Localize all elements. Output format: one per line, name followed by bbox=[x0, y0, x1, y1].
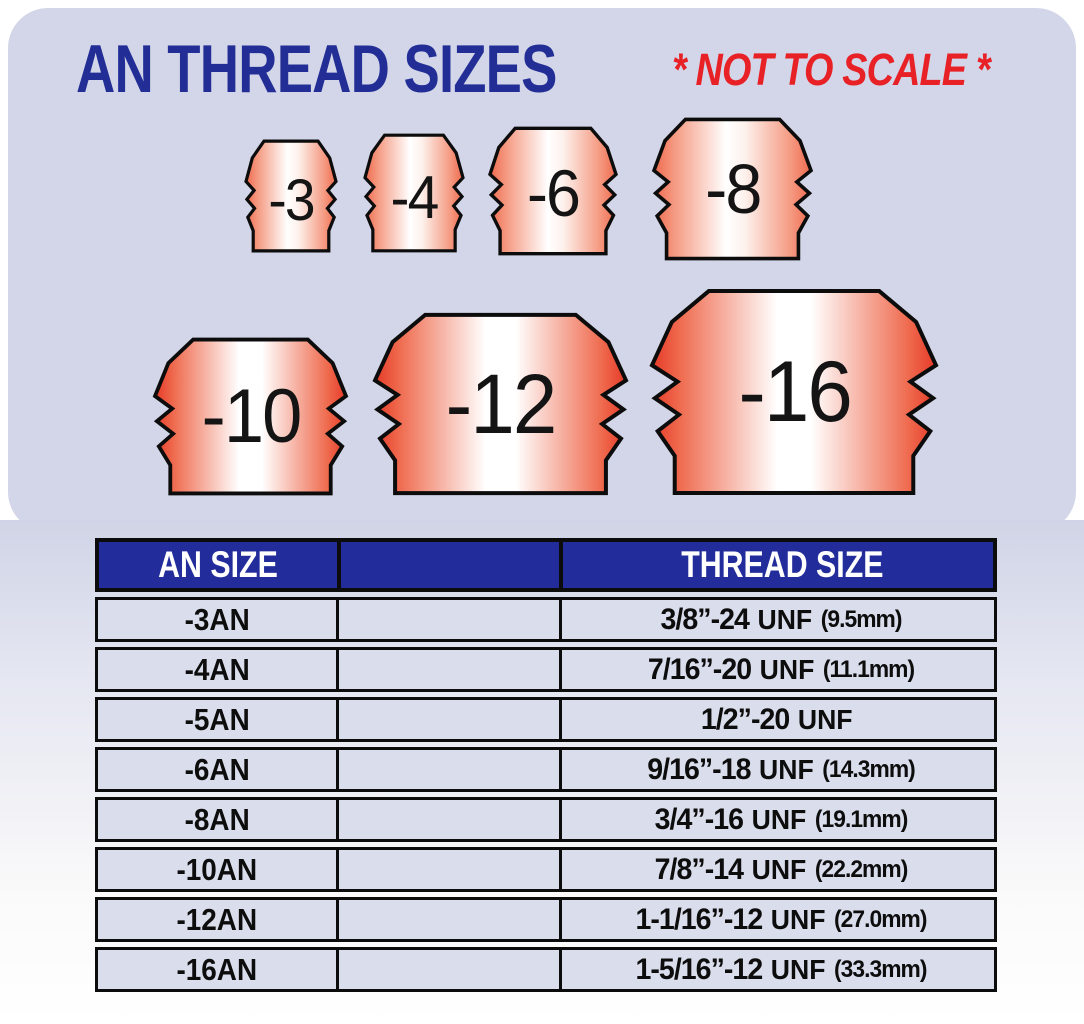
page-title: AN THREAD SIZES bbox=[76, 31, 557, 107]
thread-size-value: 1-1/16”-12 UNF (27.0mm) bbox=[635, 902, 927, 936]
an-size-value: -6AN bbox=[184, 751, 250, 787]
fitting-4-label: -4 bbox=[390, 163, 440, 231]
an-size-value: -16AN bbox=[176, 951, 258, 987]
middle-empty-cell bbox=[336, 850, 562, 889]
an-size-value: -10AN bbox=[176, 851, 258, 887]
fitting-6-diagram: -6 bbox=[490, 127, 616, 255]
table-row: -10AN 7/8”-14 UNF (22.2mm) bbox=[95, 847, 997, 892]
an-size-value: -12AN bbox=[176, 901, 258, 937]
fitting-3-diagram: -3 bbox=[246, 140, 336, 252]
fitting-8-diagram: -8 bbox=[654, 118, 811, 260]
an-size-value: -8AN bbox=[184, 801, 250, 837]
thread-size-value: 3/8”-24 UNF (9.5mm) bbox=[660, 602, 903, 636]
fitting-10-diagram: -10 bbox=[155, 338, 346, 495]
table-header-row: AN SIZE THREAD SIZE bbox=[95, 538, 997, 592]
fitting-8-label: -8 bbox=[705, 150, 762, 228]
middle-empty-cell bbox=[336, 900, 562, 939]
an-size-value: -4AN bbox=[184, 651, 250, 687]
middle-empty-cell bbox=[336, 600, 562, 639]
fitting-16-label: -16 bbox=[738, 343, 853, 440]
fitting-16-diagram: -16 bbox=[652, 289, 936, 495]
header-thread-size: THREAD SIZE bbox=[680, 544, 884, 585]
table-row: -6AN 9/16”-18 UNF (14.3mm) bbox=[95, 747, 997, 792]
fitting-12-label: -12 bbox=[445, 356, 558, 451]
table-row: -5AN 1/2”-20 UNF bbox=[95, 697, 997, 742]
fitting-4-diagram: -4 bbox=[365, 134, 463, 252]
fitting-3-label: -3 bbox=[268, 167, 315, 233]
header-an-size: AN SIZE bbox=[158, 544, 278, 585]
fitting-10-label: -10 bbox=[201, 374, 303, 459]
not-to-scale-note: * NOT TO SCALE * bbox=[672, 44, 991, 95]
thread-size-value: 7/16”-20 UNF (11.1mm) bbox=[647, 652, 915, 686]
middle-empty-cell bbox=[336, 750, 562, 789]
fitting-shape bbox=[365, 134, 463, 252]
table-row: -16AN 1-5/16”-12 UNF (33.3mm) bbox=[95, 947, 997, 992]
thread-size-value: 9/16”-18 UNF (14.3mm) bbox=[647, 752, 916, 786]
fitting-shape bbox=[490, 127, 616, 255]
fitting-shape bbox=[654, 118, 811, 260]
fitting-shape bbox=[246, 140, 336, 252]
middle-empty-cell bbox=[336, 800, 562, 839]
thread-size-value: 1-5/16”-12 UNF (33.3mm) bbox=[635, 952, 927, 986]
fitting-shape bbox=[652, 289, 936, 495]
thread-size-value: 7/8”-14 UNF (22.2mm) bbox=[654, 852, 909, 886]
table-row: -8AN 3/4”-16 UNF (19.1mm) bbox=[95, 797, 997, 842]
fitting-12-diagram: -12 bbox=[375, 313, 626, 495]
header-middle-empty bbox=[337, 542, 563, 588]
table-row: -3AN 3/8”-24 UNF (9.5mm) bbox=[95, 597, 997, 642]
thread-size-value: 1/2”-20 UNF bbox=[700, 702, 853, 736]
table-row: -12AN 1-1/16”-12 UNF (27.0mm) bbox=[95, 897, 997, 942]
thread-size-value: 3/4”-16 UNF (19.1mm) bbox=[654, 802, 909, 836]
fitting-shape bbox=[375, 313, 626, 495]
middle-empty-cell bbox=[336, 700, 562, 739]
fitting-shape bbox=[155, 338, 346, 495]
table-row: -4AN 7/16”-20 UNF (11.1mm) bbox=[95, 647, 997, 692]
middle-empty-cell bbox=[336, 650, 562, 689]
fitting-6-label: -6 bbox=[527, 156, 581, 230]
an-size-value: -3AN bbox=[184, 601, 250, 637]
an-thread-size-table: AN SIZE THREAD SIZE -3AN 3/8”-24 UNF (9.5m… bbox=[95, 538, 997, 997]
middle-empty-cell bbox=[336, 950, 562, 989]
an-size-value: -5AN bbox=[184, 701, 250, 737]
